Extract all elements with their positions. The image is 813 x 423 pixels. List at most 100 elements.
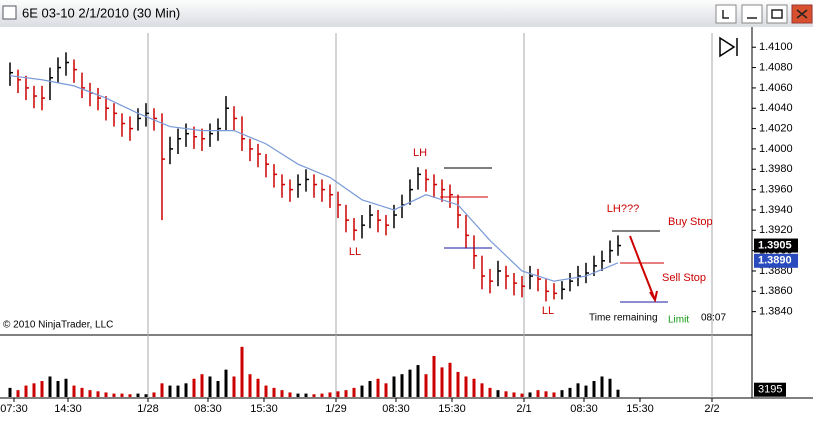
volume-bar <box>328 392 332 397</box>
annotation: Sell Stop <box>662 272 706 284</box>
x-tick-label: 1/29 <box>325 403 346 415</box>
volume-bar <box>136 393 140 397</box>
volume-bar <box>232 376 236 397</box>
drawn-arrow <box>629 235 658 303</box>
volume-bar <box>608 378 612 397</box>
volume-bar <box>408 369 412 397</box>
y-tick-label: 1.3860 <box>759 285 793 297</box>
volume-bar <box>600 376 604 397</box>
volume-bar <box>360 385 364 397</box>
volume-bar <box>504 391 508 397</box>
y-tick-label: 1.4060 <box>759 82 793 94</box>
limit-box <box>665 312 701 326</box>
volume-bar <box>168 385 172 397</box>
volume-bar <box>280 390 284 397</box>
volume-bar <box>552 392 556 397</box>
volume-bar <box>400 374 404 397</box>
volume-bar <box>376 378 380 397</box>
annotation: LH <box>413 147 427 159</box>
volume-bar <box>416 365 420 397</box>
volume-bar <box>352 387 356 397</box>
volume-bar <box>224 369 228 397</box>
y-tick-label: 1.4000 <box>759 143 793 155</box>
annotation: LH??? <box>607 203 639 215</box>
volume-bar <box>592 381 596 397</box>
volume-bar <box>520 393 524 397</box>
volume-bar <box>544 391 548 397</box>
volume-bar <box>48 376 52 397</box>
volume-bar <box>616 389 620 397</box>
volume-bar <box>528 392 532 397</box>
volume-bar <box>96 391 100 397</box>
x-tick-label: 2/1 <box>516 403 531 415</box>
volume-bar <box>472 378 476 397</box>
button-maximize[interactable] <box>766 4 788 24</box>
annotations: LH LL LL LH??? Buy Stop Sell Stop Time r… <box>349 147 726 326</box>
x-tick-label: 15:30 <box>438 403 466 415</box>
volume-bar <box>248 374 252 397</box>
copyright: © 2010 NinjaTrader, LLC <box>3 320 113 331</box>
button-minimize[interactable] <box>741 4 763 24</box>
volume-bar <box>8 387 12 397</box>
volume-bar <box>320 393 324 397</box>
volume-bar <box>512 392 516 397</box>
volume-bar <box>160 383 164 397</box>
volume-bar <box>120 393 124 397</box>
annotation: Buy Stop <box>668 216 713 228</box>
volume-bar <box>264 385 268 397</box>
volume-bar <box>24 385 28 397</box>
annotation: LL <box>349 246 361 258</box>
volume-bar <box>440 367 444 397</box>
volume-bar <box>312 394 316 397</box>
volume-bar <box>40 381 44 397</box>
bid-price-box <box>754 253 798 268</box>
volume-bar <box>184 383 188 397</box>
time-remaining: Time remaining <box>589 313 658 324</box>
moving-average <box>9 75 619 282</box>
volume-bar <box>88 390 92 397</box>
y-tick-label: 1.3840 <box>759 306 793 318</box>
volume-bar <box>240 346 244 397</box>
chart-area <box>0 27 813 418</box>
volume-bar <box>104 392 108 397</box>
volume-bar <box>584 385 588 397</box>
volume-bar <box>72 385 76 397</box>
window-icon <box>2 5 17 20</box>
volume-bar <box>480 383 484 397</box>
x-tick-label: 1/28 <box>137 403 158 415</box>
title-bar <box>0 0 813 27</box>
volume-bar <box>496 390 500 397</box>
volume-bar <box>304 393 308 397</box>
volume-bar <box>112 393 116 397</box>
button-l[interactable] <box>715 4 737 24</box>
x-tick-label: 14:30 <box>54 403 82 415</box>
last-price-label: 1.3905 <box>758 239 792 251</box>
y-tick-label: 1.4020 <box>759 122 793 134</box>
volume-bar <box>296 393 300 397</box>
x-tick-label: 15:30 <box>626 403 654 415</box>
volume-bar <box>560 390 564 397</box>
button-glyphs <box>722 9 808 19</box>
volume-bar <box>432 355 436 397</box>
volume-last-label: 3195 <box>758 384 782 396</box>
volume-bar <box>288 392 292 397</box>
volume-bar <box>536 390 540 397</box>
y-tick-label: 1.4040 <box>759 102 793 114</box>
y-tick-label: 1.3980 <box>759 163 793 175</box>
volume-bar <box>80 387 84 397</box>
bid-price-label: 1.3890 <box>758 255 792 267</box>
volume-bar <box>208 376 212 397</box>
volume-last-box <box>754 382 786 397</box>
scroll-end-button[interactable] <box>719 36 738 58</box>
y-tick-label: 1.4080 <box>759 61 793 73</box>
x-tick-label: 08:30 <box>194 403 222 415</box>
y-tick-label: 1.3920 <box>759 224 793 236</box>
volume-bar <box>384 383 388 397</box>
x-tick-label: 15:30 <box>250 403 278 415</box>
volume-bar <box>216 381 220 397</box>
volume-bar <box>128 394 132 397</box>
volume-bar <box>152 392 156 397</box>
volume-bar <box>176 385 180 397</box>
window-buttons[interactable] <box>715 4 813 24</box>
